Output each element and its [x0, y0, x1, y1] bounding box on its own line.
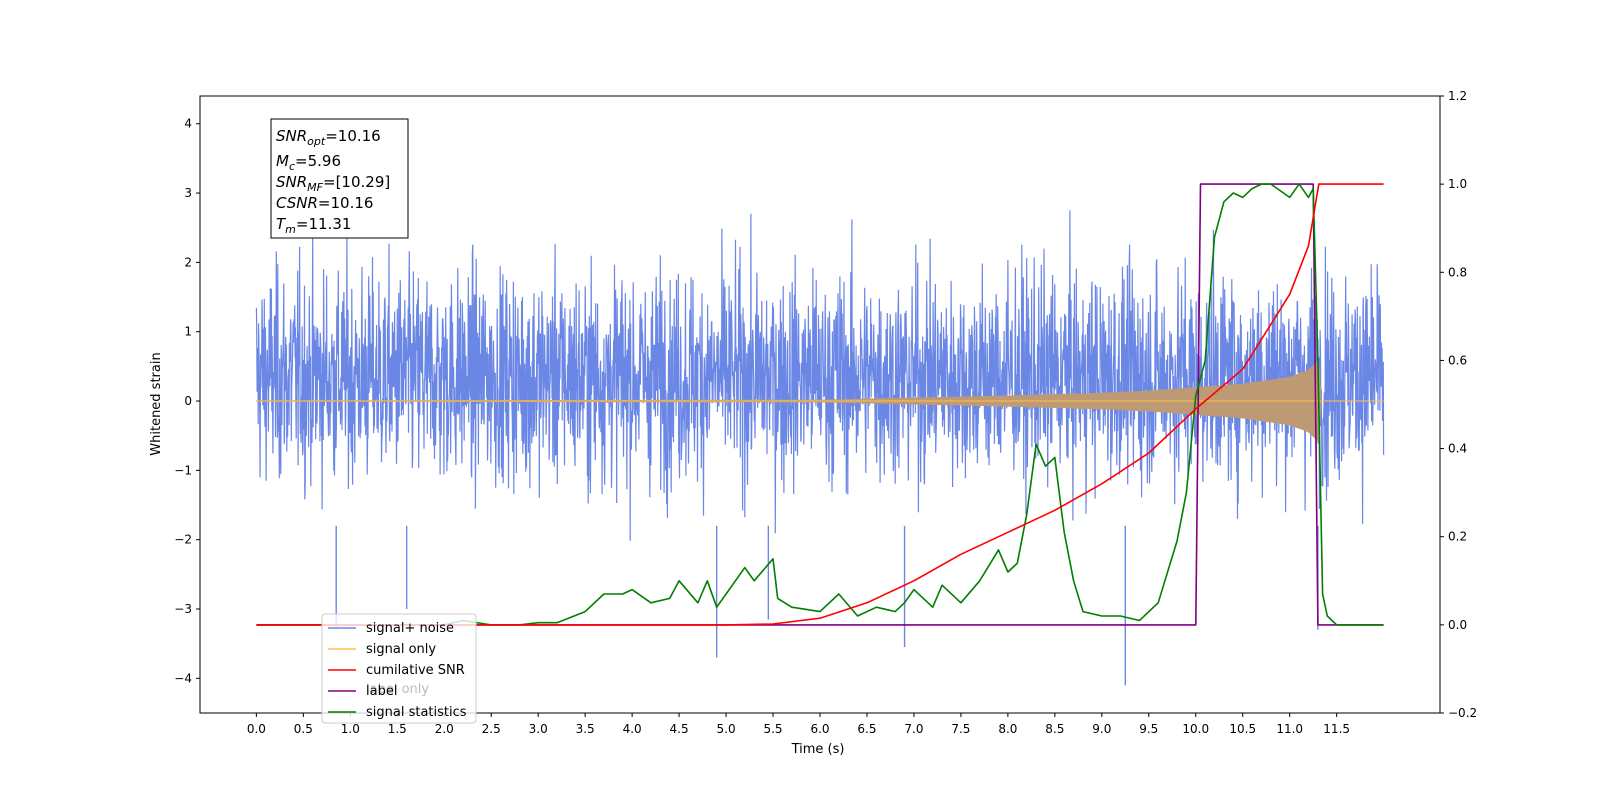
legend-label: signal statistics	[366, 705, 467, 720]
y-axis-label: Whitened strain	[149, 352, 164, 455]
left-y-axis-ticks: 4 3 2 1 0 −1 −2 −3 −4	[174, 117, 200, 685]
legend-label: signal only	[366, 642, 436, 657]
right-y-tick-label: 1.0	[1448, 177, 1467, 191]
left-y-tick-label: 4	[184, 117, 192, 131]
x-tick-label: 5.0	[717, 722, 736, 736]
legend-label: cumilative SNR	[366, 663, 465, 678]
x-tick-label: 6.0	[810, 722, 829, 736]
x-tick-label: 7.5	[951, 722, 970, 736]
legend-hidden-text: label only	[366, 682, 429, 697]
x-tick-label: 8.5	[1045, 722, 1064, 736]
signal-noise-series	[255, 210, 1385, 686]
overlay-lines	[256, 183, 1384, 626]
annotation-snr-opt: SNRopt=10.16	[276, 127, 381, 148]
x-tick-label: 7.0	[904, 722, 923, 736]
right-y-tick-label: 0.2	[1448, 530, 1467, 544]
right-y-tick-label: 1.2	[1448, 89, 1467, 103]
left-y-tick-label: 3	[184, 186, 192, 200]
annotation-snr-mf: SNRMF=[10.29]	[276, 173, 390, 194]
signal-statistics-line	[256, 183, 1384, 626]
legend-frame	[321, 613, 477, 724]
right-y-axis-ticks: 1.2 1.0 0.8 0.6 0.4 0.2 0.0 −0.2	[1440, 89, 1477, 720]
annotation-frame	[270, 118, 409, 239]
x-tick-label: 4.5	[670, 722, 689, 736]
x-tick-label: 10.0	[1182, 722, 1209, 736]
x-tick-label: 8.0	[998, 722, 1017, 736]
left-y-tick-label: −1	[174, 463, 192, 477]
right-y-tick-label: −0.2	[1448, 706, 1477, 720]
left-y-tick-label: −3	[174, 602, 192, 616]
right-y-tick-label: 0.0	[1448, 618, 1467, 632]
left-y-tick-label: −4	[174, 671, 192, 685]
legend: label only signal+ noise signal only cumil…	[321, 613, 477, 724]
annotation-csnr: CSNR=10.16	[276, 194, 373, 212]
right-y-tick-label: 0.8	[1448, 265, 1467, 279]
x-tick-label: 3.0	[529, 722, 548, 736]
label-line	[256, 183, 1384, 626]
x-tick-label: 5.5	[763, 722, 782, 736]
x-tick-label: 0.5	[294, 722, 313, 736]
x-tick-label: 2.0	[435, 722, 454, 736]
x-tick-label: 1.0	[341, 722, 360, 736]
x-tick-label: 10.5	[1229, 722, 1256, 736]
left-y-tick-label: 0	[184, 394, 192, 408]
legend-label: signal+ noise	[366, 621, 454, 636]
left-y-tick-label: −2	[174, 533, 192, 547]
signal-noise-trace	[255, 210, 1385, 541]
annotation-tm: Tm=11.31	[276, 215, 351, 236]
left-y-tick-label: 1	[184, 325, 192, 339]
legend-items: signal+ noise signal only cumilative SNR la…	[328, 621, 467, 720]
x-axis-ticks: 0.0 0.5 1.0 1.5 2.0 2.5 3.0 3.5 4.0 4.5 5.0 5.5 6.0 6…	[247, 713, 1350, 736]
x-tick-label: 11.5	[1323, 722, 1350, 736]
x-tick-label: 9.0	[1092, 722, 1111, 736]
right-y-tick-label: 0.4	[1448, 442, 1467, 456]
x-tick-label: 9.5	[1139, 722, 1158, 736]
annotation-mc: Mc=5.96	[276, 152, 341, 173]
legend-label: label	[366, 684, 397, 699]
x-tick-label: 2.5	[482, 722, 501, 736]
annotation-box: SNRopt=10.16 Mc=5.96 SNRMF=[10.29] CSNR=…	[270, 118, 409, 239]
x-tick-label: 4.0	[623, 722, 642, 736]
right-y-tick-label: 0.6	[1448, 353, 1467, 367]
x-tick-label: 11.0	[1276, 722, 1303, 736]
left-y-tick-label: 2	[184, 255, 192, 269]
cumulative-snr-line	[256, 183, 1384, 626]
x-tick-label: 3.5	[576, 722, 595, 736]
x-tick-label: 1.5	[388, 722, 407, 736]
x-tick-label: 6.5	[857, 722, 876, 736]
x-axis-label: Time (s)	[791, 742, 845, 757]
x-tick-label: 0.0	[247, 722, 266, 736]
